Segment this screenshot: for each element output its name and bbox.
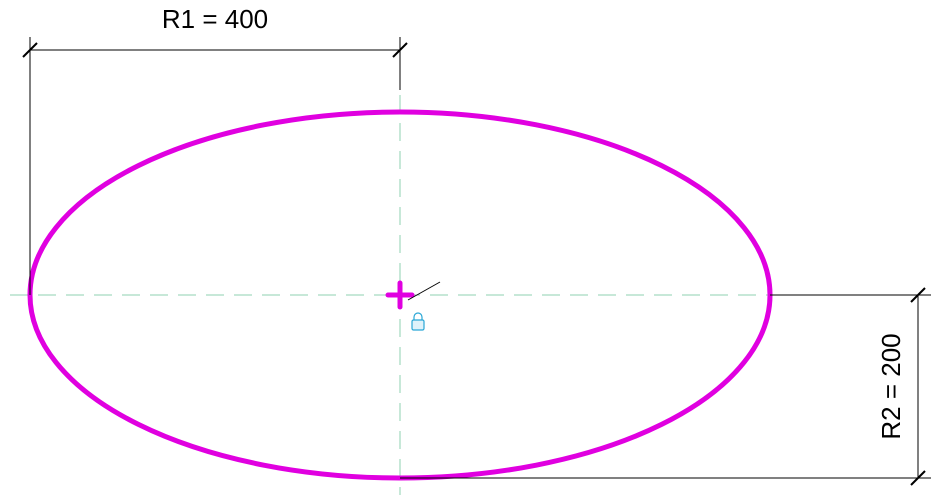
lock-icon	[412, 313, 424, 330]
dimension-r1[interactable]: R1 = 400	[23, 4, 407, 295]
cad-sketch-canvas: R1 = 400 R2 = 200	[0, 0, 951, 504]
dim-r2-label[interactable]: R2 = 200	[876, 333, 906, 439]
dim-r1-label[interactable]: R1 = 400	[162, 4, 268, 34]
dimension-r2[interactable]: R2 = 200	[400, 288, 931, 485]
center-point-marker[interactable]	[388, 283, 412, 307]
constraint-leader	[408, 282, 440, 300]
